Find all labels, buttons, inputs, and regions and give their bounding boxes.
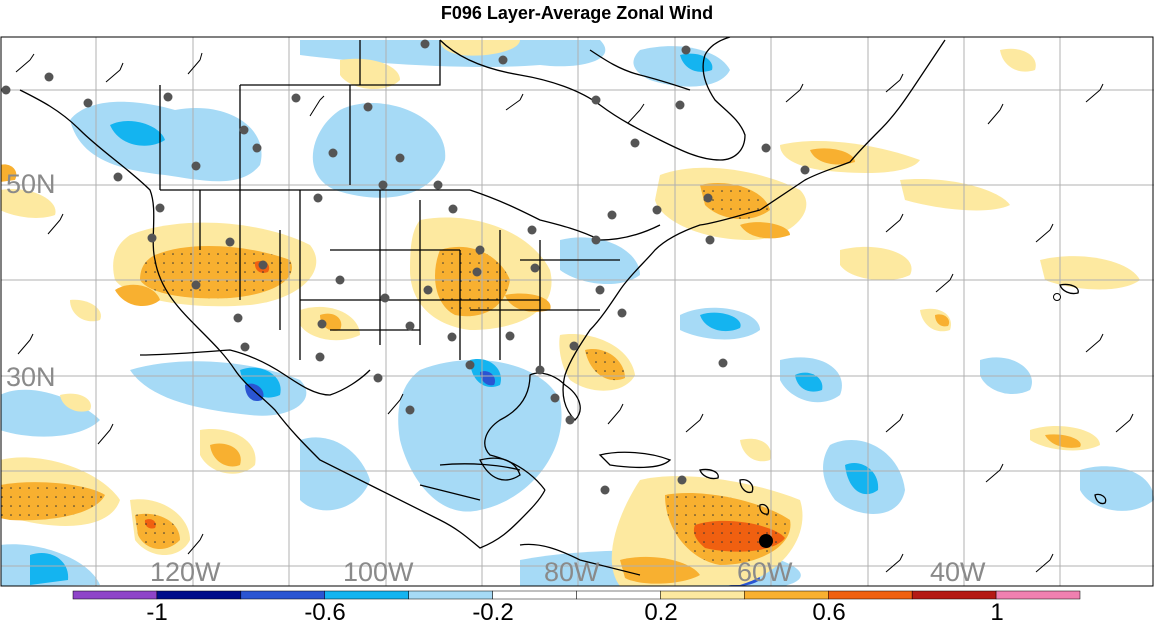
colorbar-label-02: 0.2 <box>644 599 677 622</box>
lon-label-40w: 40W <box>930 557 986 587</box>
lat-label-50n: 50N <box>6 169 56 199</box>
station-open-marker <box>1053 293 1061 301</box>
lat-lon-grid <box>1 37 1154 586</box>
colorbar-swatch <box>828 590 913 600</box>
lon-label-100w: 100W <box>343 557 414 587</box>
colorbar-swatch <box>911 590 997 600</box>
lon-label-60w: 60W <box>737 557 793 587</box>
colorbar-label-neg1: -1 <box>146 599 167 622</box>
colorbar-swatch <box>744 590 829 600</box>
lon-label-80w: 80W <box>544 557 600 587</box>
lat-label-30n: 30N <box>6 362 56 392</box>
station-markers <box>1 39 810 495</box>
colorbar-swatch <box>324 590 409 600</box>
colorbar-swatch <box>408 590 493 600</box>
map-title: F096 Layer-Average Zonal Wind <box>440 3 714 23</box>
hurricane-marker <box>759 534 773 548</box>
wind-barbs <box>15 52 1134 573</box>
colorbar-swatch <box>660 590 745 600</box>
wind-contours <box>1 40 1154 586</box>
colorbar-label-neg02: -0.2 <box>472 599 513 622</box>
lon-label-120w: 120W <box>150 557 221 587</box>
colorbar-swatch <box>240 590 325 600</box>
colorbar-swatch <box>72 590 158 600</box>
colorbar-label-1: 1 <box>990 599 1003 622</box>
coastlines-borders <box>19 37 1107 576</box>
colorbar-label-06: 0.6 <box>812 599 845 622</box>
colorbar-swatch <box>576 590 661 600</box>
colorbar-swatch <box>995 590 1081 600</box>
colorbar-swatch <box>492 590 577 600</box>
colorbar <box>72 590 1081 600</box>
colorbar-label-neg06: -0.6 <box>304 599 345 622</box>
map-frame <box>0 36 1154 587</box>
colorbar-swatch <box>156 590 242 600</box>
